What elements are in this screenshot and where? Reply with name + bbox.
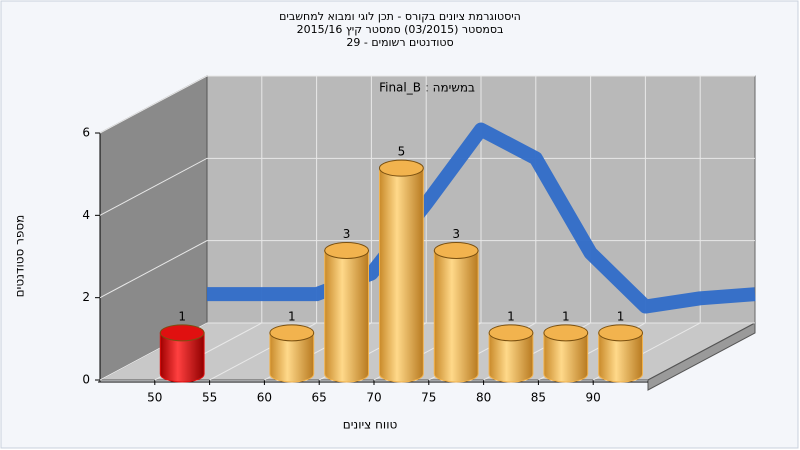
- chart-title: היסטוגרמת ציונים בקורס - תכן לוגי ומבוא …: [279, 10, 521, 23]
- grid-line: [209, 76, 318, 381]
- bar-body: [378, 167, 424, 383]
- grid-line: [99, 322, 755, 381]
- x-tick-label: 70: [366, 391, 381, 405]
- annotation: במשימה : Final_B: [379, 81, 475, 95]
- bar-top: [598, 324, 644, 342]
- bar-body: [543, 332, 589, 383]
- bar: [543, 324, 589, 383]
- value-label: 5: [398, 145, 406, 159]
- bar: [159, 324, 205, 383]
- x-tick-label: 60: [257, 391, 272, 405]
- bar: [378, 159, 424, 383]
- bar-top: [159, 324, 205, 342]
- grid-line: [99, 75, 755, 134]
- distribution-curve: [207, 122, 756, 314]
- bar-top: [543, 324, 589, 342]
- value-label: 1: [507, 309, 515, 323]
- x-tick-label: 50: [147, 391, 162, 405]
- bar: [324, 242, 370, 383]
- y-tick-label: 4: [82, 208, 90, 222]
- x-tick-label: 85: [531, 391, 546, 405]
- y-tick-label: 2: [82, 290, 90, 304]
- value-label: 1: [617, 309, 625, 323]
- value-label: 1: [562, 309, 570, 323]
- bar-top: [269, 324, 315, 342]
- bar-body: [488, 332, 534, 383]
- y-tick-label: 6: [82, 126, 90, 140]
- x-tick-label: 75: [421, 391, 436, 405]
- value-label: 3: [343, 227, 351, 241]
- y-tick-label: 0: [82, 373, 90, 387]
- x-tick-label: 55: [202, 391, 217, 405]
- bar: [598, 324, 644, 383]
- x-tick-label: 90: [586, 391, 601, 405]
- bar-body: [159, 332, 205, 383]
- bar: [488, 324, 534, 383]
- grid-line: [99, 240, 755, 299]
- bar-body: [433, 250, 479, 383]
- chart-subtitle: סטודנטים רשומים - 29: [346, 36, 453, 49]
- value-label: 1: [178, 309, 186, 323]
- bar-body: [269, 332, 315, 383]
- y-axis-label: מספר סטודנטים: [13, 215, 27, 298]
- bar-top: [324, 242, 370, 259]
- x-tick-label: 80: [476, 391, 491, 405]
- bar-top: [488, 324, 534, 342]
- bar: [433, 242, 479, 383]
- chart-subtitle: בסמסטר (03/2015) סמסטר קיץ 2015/16: [297, 23, 504, 36]
- value-label: 3: [452, 227, 460, 241]
- bar-body: [324, 250, 370, 383]
- floor-edge: [647, 322, 756, 391]
- value-label: 1: [288, 309, 296, 323]
- x-tick-label: 65: [312, 391, 327, 405]
- bar: [269, 324, 315, 383]
- x-axis-label: טווח ציונים: [343, 418, 398, 432]
- grid-line: [99, 157, 755, 216]
- bar-top: [378, 159, 424, 177]
- bar-top: [433, 242, 479, 259]
- bar-body: [598, 332, 644, 383]
